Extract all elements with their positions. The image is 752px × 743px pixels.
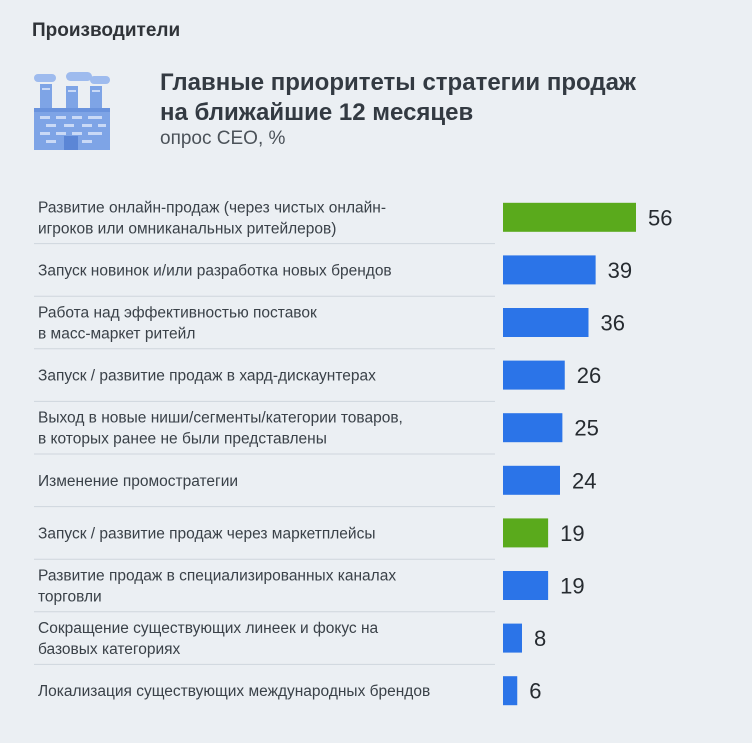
bar — [503, 571, 549, 600]
category-label: базовых категориях — [38, 641, 181, 658]
data-label: 6 — [529, 679, 541, 704]
data-label: 8 — [534, 626, 546, 651]
bar — [503, 465, 560, 495]
bar — [503, 413, 563, 443]
data-label: 25 — [574, 416, 598, 441]
data-label: 56 — [648, 205, 672, 230]
bar — [503, 202, 636, 232]
bar — [503, 676, 518, 706]
data-label: 36 — [601, 311, 625, 336]
chart-title-line-1: Главные приоритеты стратегии продаж — [160, 69, 636, 96]
chart-title-line-2: на ближайшие 12 месяцев — [160, 99, 474, 126]
factory-icon — [28, 70, 116, 150]
category-label: Работа над эффективностью поставок — [38, 305, 317, 322]
category-label: Развитие онлайн-продаж (через чистых онл… — [38, 199, 386, 216]
category-label: Запуск новинок и/или разработка новых бр… — [38, 262, 392, 279]
chart-title: Главные приоритеты стратегии продаж на б… — [160, 68, 720, 128]
chart-subtitle: опрос CEO, % — [160, 128, 286, 149]
bar — [503, 623, 522, 653]
data-label: 24 — [572, 468, 596, 493]
data-label: 26 — [577, 363, 601, 388]
category-label: в которых ранее не были представлены — [38, 431, 327, 448]
bar — [503, 518, 549, 548]
bar — [503, 255, 596, 285]
category-label: Запуск / развитие продаж в хард-дискаунт… — [38, 368, 376, 385]
category-label: торговли — [38, 589, 102, 606]
category-label: игроков или омниканальных ритейлеров) — [38, 220, 336, 237]
category-label: Развитие продаж в специализированных кан… — [38, 568, 396, 585]
data-label: 19 — [560, 574, 584, 599]
category-label: Сокращение существующих линеек и фокус н… — [38, 620, 379, 637]
bar — [503, 360, 565, 390]
category-label: в масс-маркет ритейл — [38, 326, 195, 343]
bar — [503, 308, 589, 337]
category-label: Выход в новые ниши/сегменты/категории то… — [38, 410, 403, 427]
data-label: 19 — [560, 521, 584, 546]
category-label: Изменение промостратегии — [38, 473, 238, 490]
category-label: Локализация существующих международных б… — [38, 683, 430, 700]
data-label: 39 — [608, 258, 632, 283]
section-label: Производители — [32, 20, 181, 41]
category-label: Запуск / развитие продаж через маркетпле… — [38, 525, 375, 542]
